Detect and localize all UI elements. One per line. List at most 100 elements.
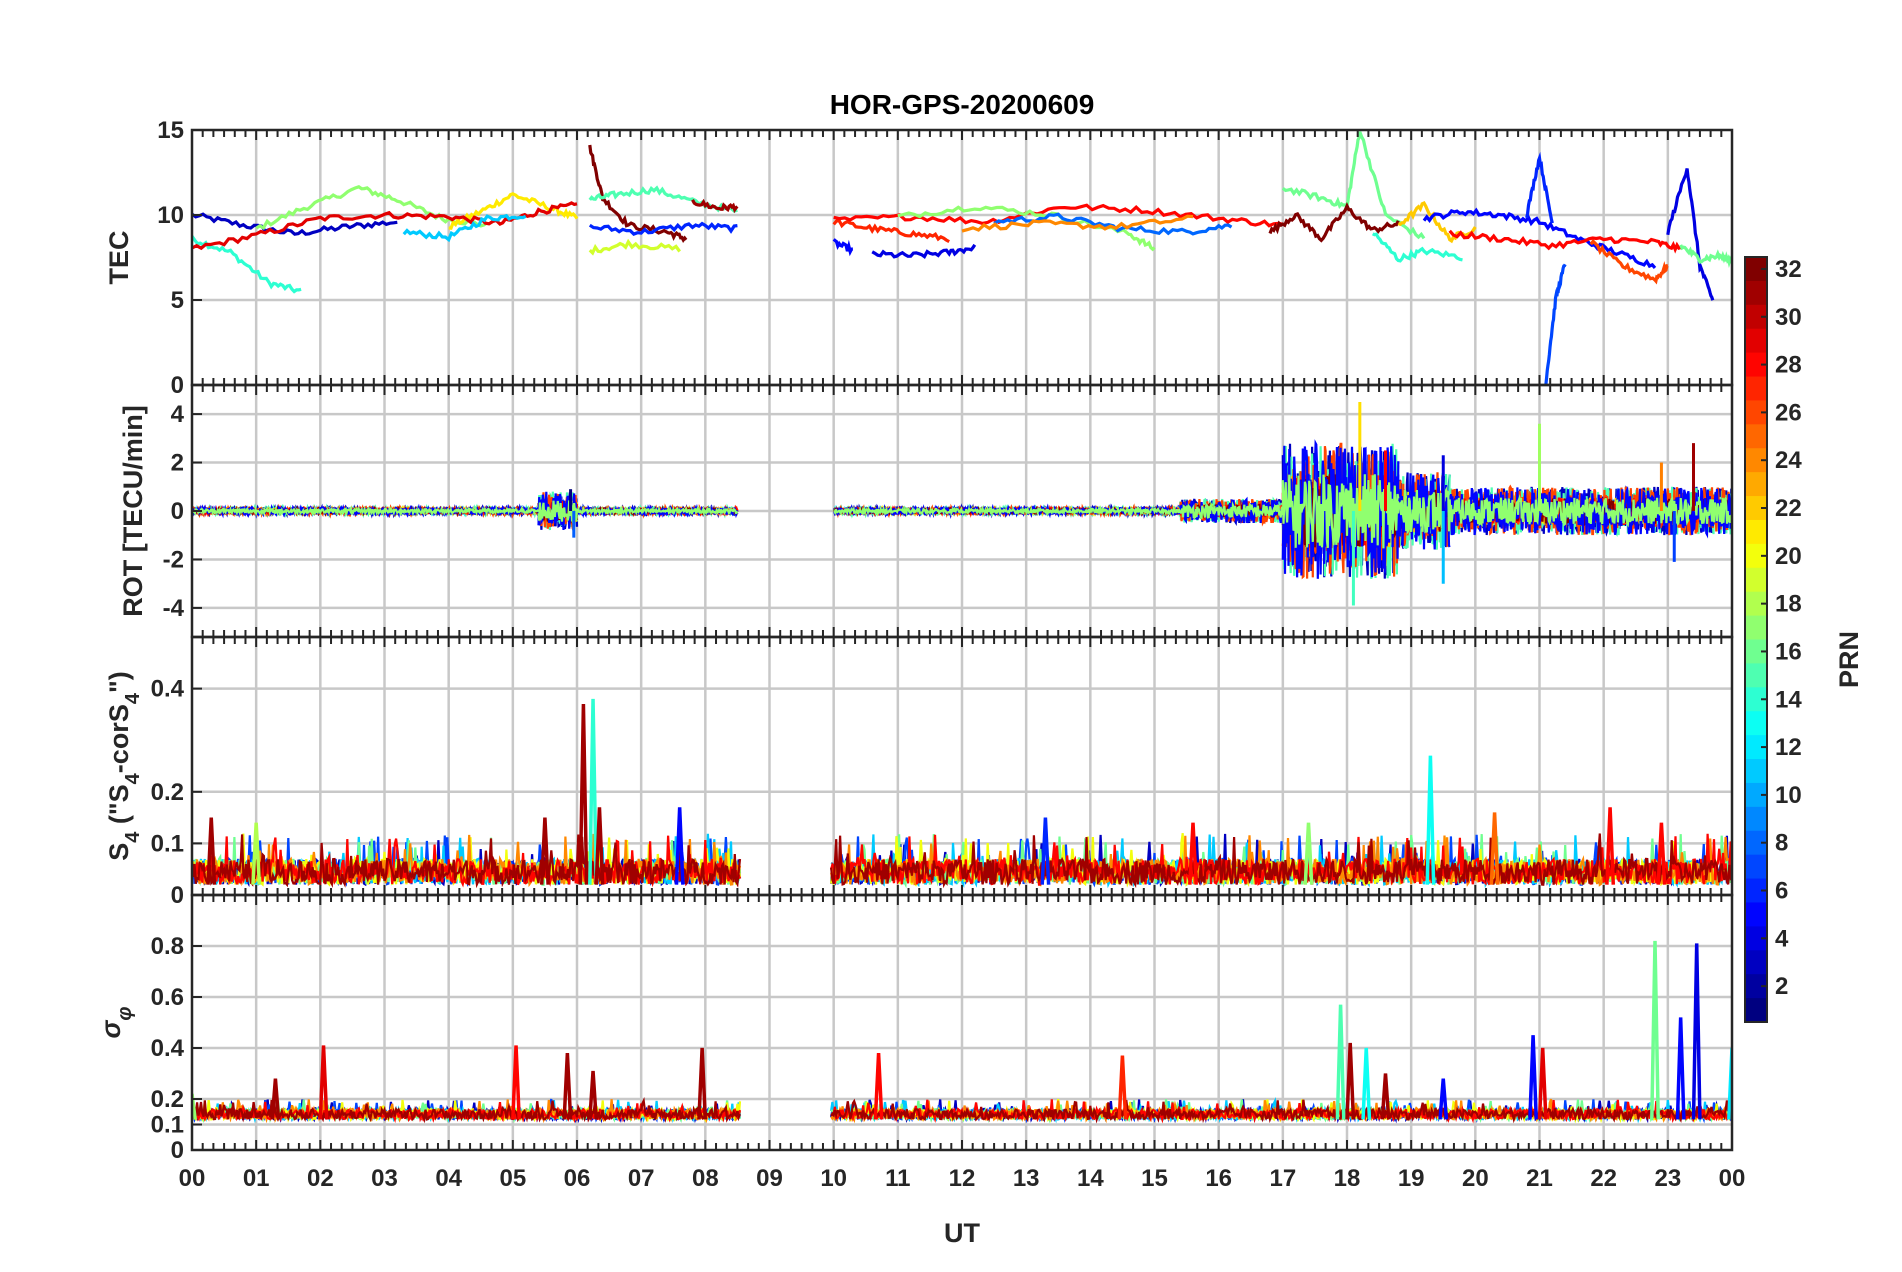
xtick-label: 21 <box>1526 1165 1553 1192</box>
sigma-peak <box>318 1045 329 1120</box>
tec-series-prn-11 <box>402 213 527 243</box>
colorbar-swatch <box>1745 806 1767 832</box>
colorbar-swatch <box>1745 663 1767 688</box>
tec-series-prn-26 <box>1589 238 1669 285</box>
colorbar-tick-label: 4 <box>1775 925 1789 952</box>
tec-series-prn-7 <box>1544 263 1567 385</box>
tec-series-prn-16 <box>1679 244 1732 269</box>
tec-series-prn-21 <box>448 192 579 230</box>
colorbar-swatch <box>1745 280 1767 306</box>
xtick-label: 22 <box>1590 1165 1617 1192</box>
colorbar-tick-label: 2 <box>1775 973 1788 1000</box>
ytick-label: -2 <box>163 546 184 573</box>
data-rot <box>192 401 1732 606</box>
ytick-label: 10 <box>157 202 184 229</box>
colorbar-tick-label: 12 <box>1775 734 1802 761</box>
panel-sigma: 00.10.2 0.4 0.6 0.8 σφ <box>96 893 1734 1164</box>
ytick-label: 15 <box>157 117 184 144</box>
tec-series-prn-14 <box>1371 232 1463 263</box>
chart-title: HOR-GPS-20200609 <box>830 89 1095 120</box>
ytick-label: 0.8 <box>151 933 184 960</box>
colorbar-swatch <box>1745 400 1767 425</box>
sigma-peak <box>1117 1055 1128 1120</box>
xtick-label: 07 <box>628 1165 655 1192</box>
colorbar-tick-label: 20 <box>1775 543 1802 570</box>
tec-series-prn-6 <box>1525 151 1554 224</box>
xtick-label: 01 <box>243 1165 270 1192</box>
colorbar-tick-label: 14 <box>1775 686 1802 713</box>
xtick-label: 03 <box>371 1165 398 1192</box>
sigma-peak <box>1691 943 1702 1120</box>
s4-peak <box>1188 822 1198 885</box>
y-axis-label-s4: S4 ("S4-corS4") <box>104 671 144 861</box>
ytick-label: 5 <box>171 287 184 314</box>
colorbar-swatch <box>1745 591 1767 617</box>
panel-rot: -4 -2 0 2 4 ROT [TECU/min] <box>118 383 1734 639</box>
colorbar-swatch <box>1745 304 1767 330</box>
colorbar-swatch <box>1745 257 1767 282</box>
colorbar-swatch <box>1745 352 1767 378</box>
sigma-peak <box>192 1093 197 1120</box>
colorbar-tick-label: 24 <box>1775 447 1802 474</box>
tec-series-prn-31 <box>691 198 739 214</box>
ytick-label: 0.2 <box>151 779 184 806</box>
s4-peak <box>206 817 217 885</box>
sigma-peak <box>1380 1073 1391 1120</box>
colorbar-tick-label: 22 <box>1775 495 1802 522</box>
ytick-label: 0.2 <box>151 1086 184 1113</box>
colorbar-tick-label: 8 <box>1775 830 1788 857</box>
xtick-label: 16 <box>1205 1165 1232 1192</box>
tec-series-prn-32 <box>1268 201 1400 243</box>
ytick-label: 0 <box>171 1137 184 1164</box>
sigma-peak <box>1537 1047 1548 1120</box>
colorbar-swatch <box>1745 782 1767 808</box>
xtick-label: 15 <box>1141 1165 1168 1192</box>
xtick-label: 06 <box>564 1165 591 1192</box>
colorbar-swatch <box>1745 639 1767 665</box>
tec-series-prn-27 <box>832 218 950 244</box>
s4-peak <box>539 817 550 885</box>
tec-series-prn-5 <box>832 238 854 257</box>
panel-tec: 0 5 10 15 TEC <box>104 117 1734 399</box>
ticks-sigma <box>191 895 1733 1150</box>
s4-peak <box>1656 822 1667 885</box>
sigma-peak <box>1675 1017 1686 1120</box>
colorbar-tick-label: 26 <box>1775 399 1802 426</box>
xtick-label: 00 <box>1719 1165 1746 1192</box>
xtick-label: 23 <box>1654 1165 1681 1192</box>
xtick-label: 20 <box>1462 1165 1489 1192</box>
colorbar-swatch <box>1745 926 1767 951</box>
xtick-label: 04 <box>435 1165 462 1192</box>
xtick-label: 08 <box>692 1165 719 1192</box>
tec-series-prn-32 <box>588 144 688 244</box>
colorbar-tick-label: 10 <box>1775 782 1802 809</box>
colorbar-swatch <box>1745 543 1767 569</box>
xtick-label: 09 <box>756 1165 783 1192</box>
ytick-label: 4 <box>171 401 185 428</box>
sigma-peak <box>873 1053 884 1120</box>
s4-peak <box>251 822 262 885</box>
s4-peak <box>578 704 589 885</box>
colorbar-tick-label: 28 <box>1775 352 1802 379</box>
xtick-label: 02 <box>307 1165 334 1192</box>
y-axis-label-tec: TEC <box>104 231 134 285</box>
ticks-tec <box>191 130 1733 385</box>
tec-series-prn-19 <box>588 238 681 256</box>
y-axis-label-sigma: σφ <box>96 1007 136 1039</box>
ytick-label: -4 <box>163 595 185 622</box>
s4-peak <box>1303 822 1314 885</box>
colorbar-swatch <box>1745 759 1767 784</box>
colorbar-swatch <box>1745 687 1767 712</box>
ytick-label: 0.6 <box>151 984 184 1011</box>
ytick-label: 0.4 <box>151 1035 185 1062</box>
colorbar-swatch <box>1745 854 1767 880</box>
sigma-peak <box>1335 1004 1346 1120</box>
tec-series-prn-6 <box>588 221 738 236</box>
xtick-label: 00 <box>179 1165 206 1192</box>
x-axis-label: UT <box>944 1218 980 1248</box>
colorbar-swatch <box>1745 735 1767 760</box>
colorbar-tick-label: 16 <box>1775 638 1802 665</box>
xtick-label: 05 <box>499 1165 526 1192</box>
